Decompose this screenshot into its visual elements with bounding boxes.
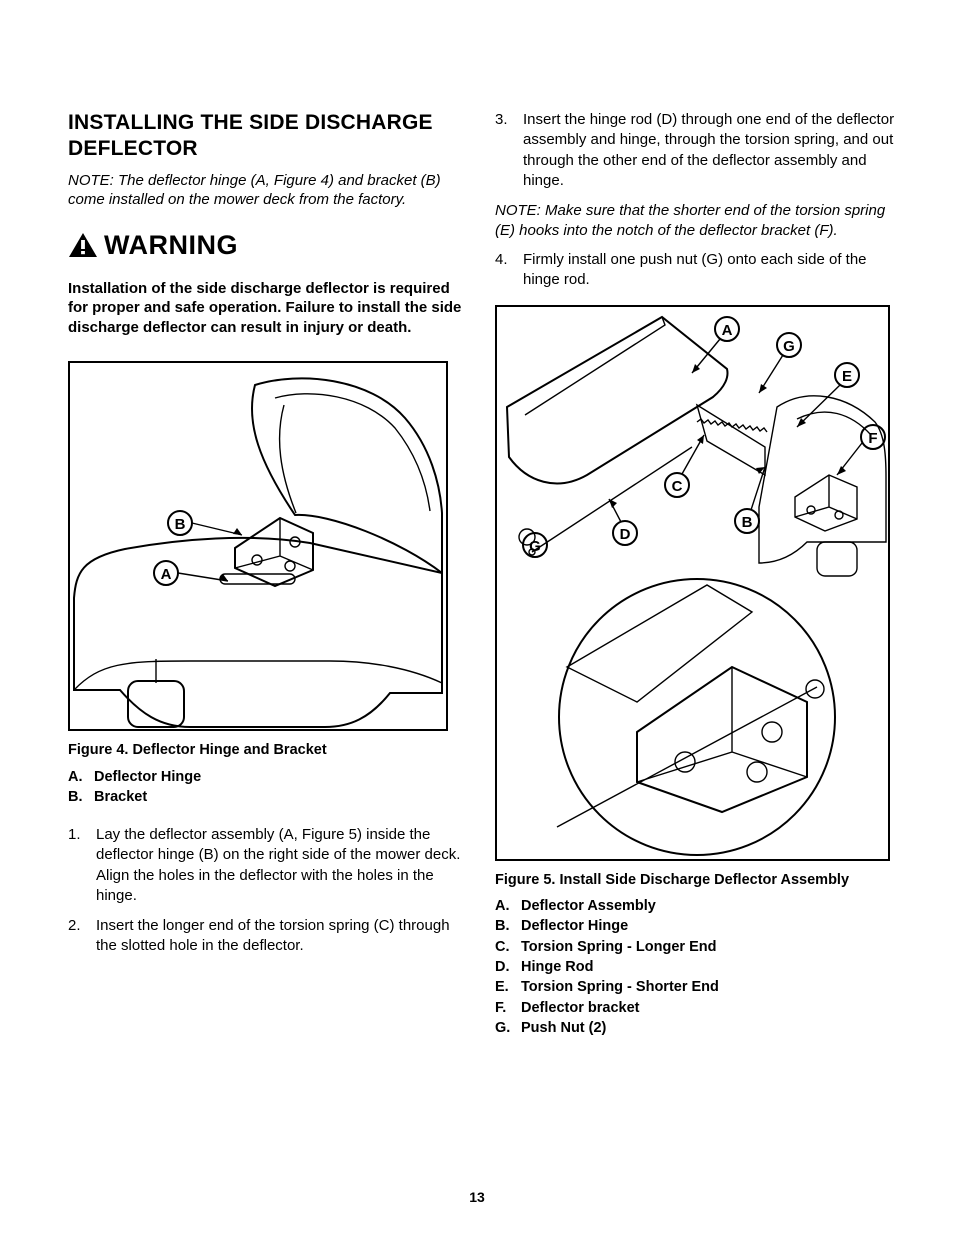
svg-text:G: G [529,538,541,555]
svg-text:F: F [868,430,877,447]
legend-item: G.Push Nut (2) [495,1018,896,1038]
right-column: 3.Insert the hinge rod (D) through one e… [495,110,896,1056]
warning-body-text: Installation of the side discharge defle… [68,279,469,338]
legend-item: B.Bracket [68,787,469,807]
legend-item: D.Hinge Rod [495,957,896,977]
figure-4-legend: A.Deflector Hinge B.Bracket [68,767,469,808]
svg-text:C: C [672,478,683,495]
callout-B: B [175,516,186,533]
legend-item: F.Deflector bracket [495,998,896,1018]
figure-5-caption: Figure 5. Install Side Discharge Deflect… [495,871,896,891]
svg-text:B: B [742,514,753,531]
left-steps: 1.Lay the deflector assembly (A, Figure … [68,825,469,957]
svg-text:G: G [783,338,795,355]
manual-page: INSTALLING THE SIDE DISCHARGE DEFLECTOR … [0,0,954,1235]
warning-heading: WARNING [68,230,469,261]
legend-item: C.Torsion Spring - Longer End [495,937,896,957]
step-item: 1.Lay the deflector assembly (A, Figure … [68,825,469,906]
legend-item: B.Deflector Hinge [495,916,896,936]
svg-text:A: A [722,322,733,339]
intro-note: NOTE: The deflector hinge (A, Figure 4) … [68,171,469,210]
right-steps-top: 3.Insert the hinge rod (D) through one e… [495,110,896,191]
two-column-layout: INSTALLING THE SIDE DISCHARGE DEFLECTOR … [68,110,896,1056]
figure-5-illustration: A G E F [495,305,890,861]
svg-text:D: D [620,526,631,543]
legend-item: A.Deflector Hinge [68,767,469,787]
step-item: 2.Insert the longer end of the torsion s… [68,916,469,957]
figure-5-legend: A.Deflector Assembly B.Deflector Hinge C… [495,896,896,1038]
legend-item: E.Torsion Spring - Shorter End [495,977,896,997]
warning-label: WARNING [104,230,238,261]
callout-A: A [161,566,172,583]
step-item: 4.Firmly install one push nut (G) onto e… [495,250,896,291]
svg-text:E: E [842,368,852,385]
left-column: INSTALLING THE SIDE DISCHARGE DEFLECTOR … [68,110,469,1056]
section-heading: INSTALLING THE SIDE DISCHARGE DEFLECTOR [68,110,469,163]
right-note: NOTE: Make sure that the shorter end of … [495,201,896,240]
figure-4-illustration: B A [68,361,448,731]
step-item: 3.Insert the hinge rod (D) through one e… [495,110,896,191]
right-steps-after-note: 4.Firmly install one push nut (G) onto e… [495,250,896,291]
page-number: 13 [0,1189,954,1205]
legend-item: A.Deflector Assembly [495,896,896,916]
figure-4-caption: Figure 4. Deflector Hinge and Bracket [68,741,469,761]
warning-triangle-icon [68,232,98,258]
